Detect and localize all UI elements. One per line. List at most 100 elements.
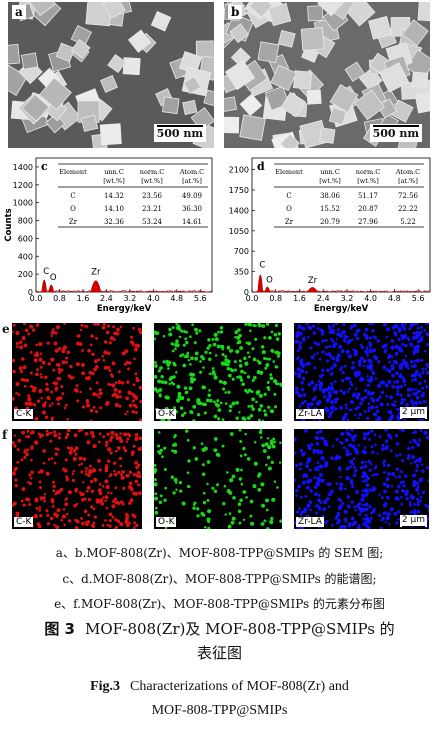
element-dot	[239, 440, 243, 443]
element-dot	[370, 405, 375, 410]
element-dot	[24, 328, 29, 333]
element-dot	[247, 389, 251, 393]
element-dot	[154, 492, 158, 496]
element-dot	[52, 484, 56, 489]
element-dot	[363, 474, 368, 479]
element-dot	[17, 438, 22, 443]
element-dot	[371, 473, 375, 477]
element-dot	[379, 526, 383, 529]
element-dot	[132, 383, 136, 387]
element-dot	[163, 380, 168, 385]
element-dot	[214, 354, 218, 357]
element-dot	[337, 328, 340, 331]
element-dot	[374, 405, 379, 409]
element-dot	[416, 509, 421, 514]
element-dot	[368, 341, 372, 345]
element-dot	[358, 363, 362, 367]
element-dot	[139, 385, 142, 390]
element-dot	[50, 457, 54, 460]
element-dot	[251, 407, 255, 411]
element-dot	[371, 371, 376, 376]
element-dot	[413, 377, 418, 382]
element-dot	[90, 334, 94, 338]
element-dot	[383, 343, 388, 348]
element-dot	[328, 394, 332, 398]
element-dot	[62, 508, 66, 511]
element-dot	[40, 375, 43, 379]
element-dot	[64, 498, 67, 502]
element-dot	[395, 324, 399, 329]
element-dot	[314, 395, 317, 399]
map-e-zirconium: Zr-LA 2 μm	[294, 323, 429, 421]
element-dot	[88, 370, 93, 375]
element-dot	[138, 474, 142, 479]
element-dot	[300, 401, 305, 406]
element-dot	[326, 368, 330, 373]
element-dot	[243, 453, 247, 457]
element-dot	[364, 502, 369, 507]
element-dot	[297, 372, 301, 376]
element-dot	[307, 335, 310, 339]
element-dot	[271, 497, 276, 502]
element-dot	[382, 459, 387, 463]
element-dot	[346, 390, 350, 393]
map-e-carbon: C-K	[12, 323, 142, 421]
y-tick-label: 1400	[13, 163, 33, 172]
element-dot	[367, 459, 372, 464]
element-dot	[165, 359, 170, 364]
table-cell: O	[70, 205, 76, 213]
table-cell: 20.79	[320, 218, 340, 226]
element-dot	[65, 356, 69, 360]
element-dot	[39, 352, 43, 356]
element-dot	[240, 468, 243, 472]
element-dot	[36, 399, 41, 403]
element-dot	[300, 381, 304, 385]
element-dot	[375, 398, 380, 402]
element-dot	[215, 452, 220, 457]
element-dot	[75, 389, 79, 393]
element-dot	[423, 379, 427, 383]
element-dot	[86, 485, 91, 490]
element-dot	[364, 460, 367, 464]
element-dot	[54, 331, 58, 335]
sem-crystal	[344, 61, 365, 82]
element-dot	[88, 387, 92, 391]
element-dot	[359, 508, 364, 513]
element-dot	[317, 465, 320, 469]
element-dot	[370, 323, 375, 326]
table-header-unit: [wt.%]	[319, 177, 341, 185]
element-dot	[240, 369, 244, 374]
element-dot	[418, 389, 422, 393]
element-dot	[213, 400, 216, 404]
sem-crystal	[182, 99, 198, 115]
element-dot	[312, 331, 316, 335]
element-dot	[14, 466, 18, 471]
element-dot	[358, 412, 363, 417]
sem-crystal	[390, 99, 414, 123]
element-dot	[176, 398, 180, 403]
map-label: C-K	[14, 409, 34, 419]
element-dot	[331, 356, 336, 361]
element-dot	[154, 374, 158, 379]
element-dot	[75, 490, 78, 493]
element-dot	[77, 429, 82, 433]
element-dot	[331, 324, 335, 328]
element-dot	[334, 407, 338, 411]
panel-letter: d	[257, 160, 265, 173]
element-dot	[87, 513, 91, 517]
element-dot	[408, 500, 412, 504]
element-dot	[318, 357, 322, 361]
element-dot	[90, 489, 95, 493]
element-dot	[216, 344, 221, 349]
element-dot	[373, 507, 376, 511]
element-dot	[14, 406, 18, 410]
element-dot	[219, 401, 223, 405]
element-dot	[301, 526, 305, 529]
element-dot	[125, 512, 129, 516]
element-dot	[239, 346, 244, 350]
element-dot	[72, 469, 76, 473]
element-dot	[252, 323, 256, 327]
element-dot	[395, 467, 400, 472]
element-dot	[350, 365, 356, 370]
element-dot	[272, 360, 276, 363]
